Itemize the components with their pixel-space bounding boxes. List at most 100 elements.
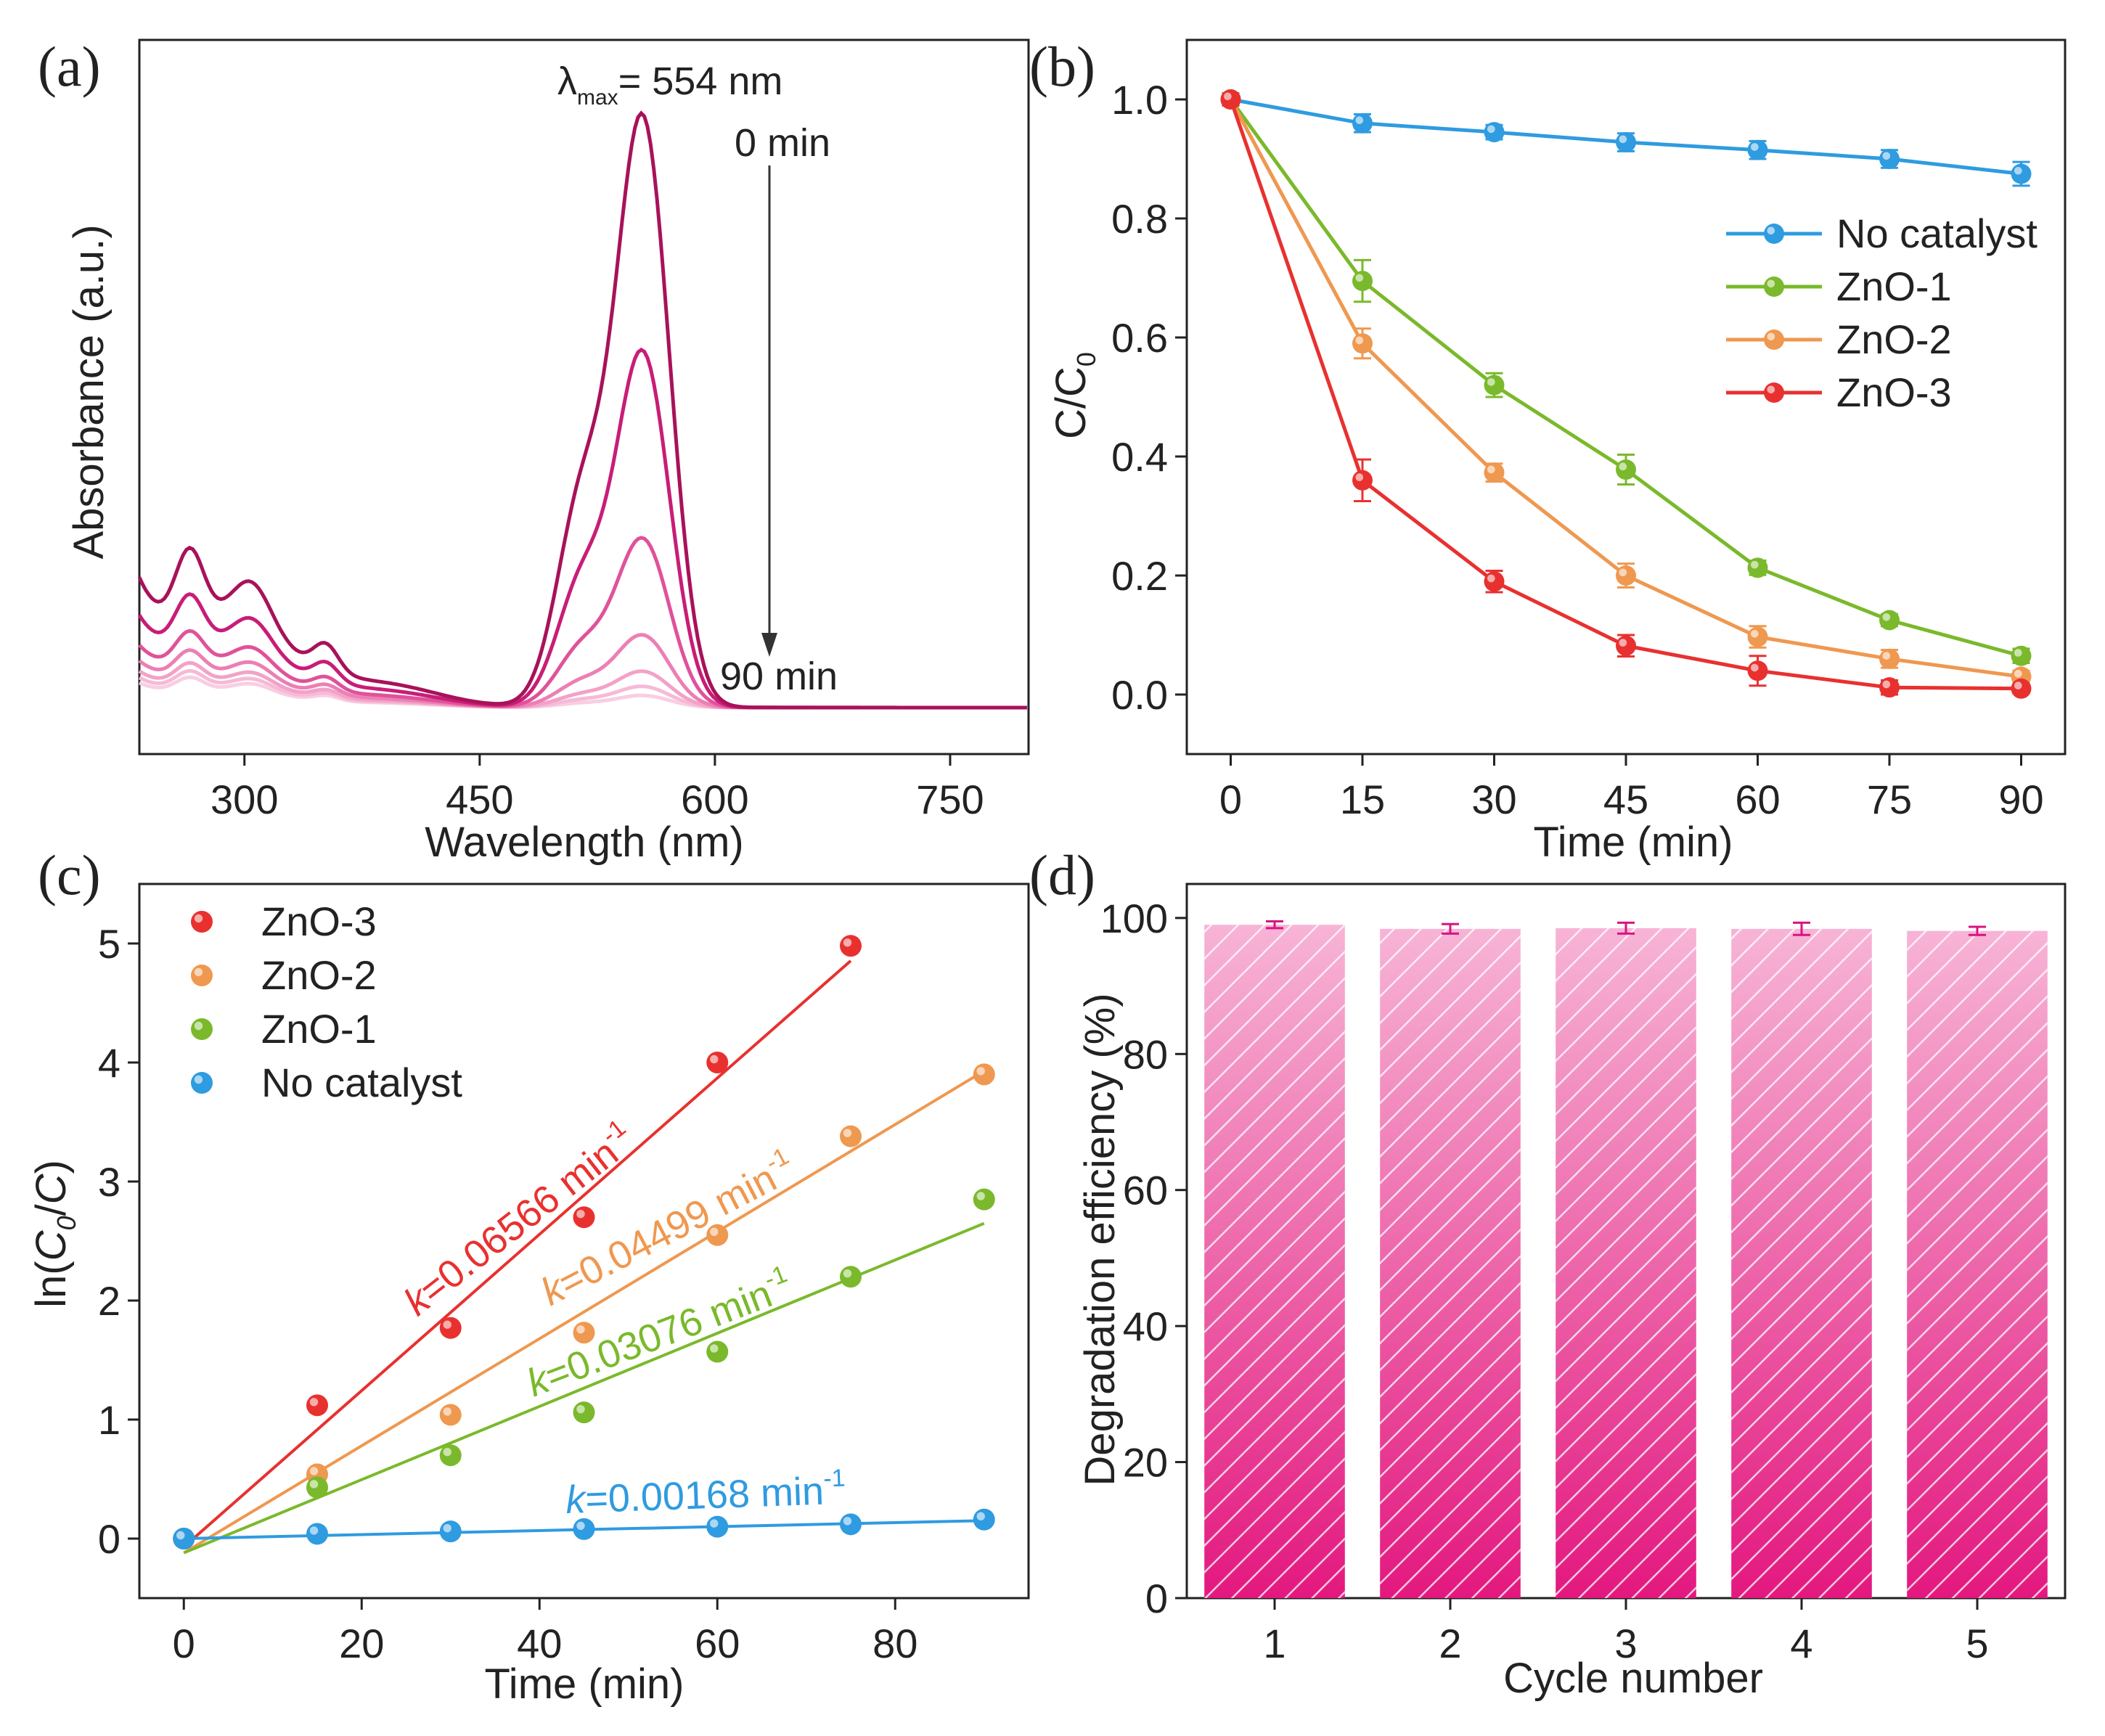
legend-label: ZnO-1 <box>261 1006 377 1052</box>
legend-marker-highlight <box>194 1021 203 1031</box>
lambda-max-annotation: λmax= 554 nm <box>557 60 782 110</box>
panel-c-frame <box>138 883 1030 1600</box>
data-point <box>1616 132 1636 153</box>
data-point <box>840 1266 862 1288</box>
y-tick-label: 1.0 <box>1111 77 1168 123</box>
data-point <box>1220 89 1241 110</box>
data-point <box>1616 459 1636 480</box>
data-point <box>973 1508 995 1531</box>
x-tick-label: 5 <box>1966 1621 1988 1666</box>
k-label-ZnO-3: k=0.06566 min-1 <box>393 1114 644 1324</box>
data-point-highlight <box>843 1129 852 1137</box>
data-point <box>306 1394 328 1417</box>
data-point <box>1747 139 1768 160</box>
data-point-highlight <box>976 1512 985 1520</box>
ylabel-pre: ln( <box>28 1261 75 1307</box>
panel-b-label: (b) <box>1029 35 1095 98</box>
x-tick-label: 15 <box>1340 777 1385 822</box>
legend-marker <box>191 1018 213 1040</box>
data-point-highlight <box>443 1523 451 1533</box>
y-tick-label: 20 <box>1123 1440 1168 1486</box>
data-point-highlight <box>843 938 852 947</box>
absorbance-curve-15-min <box>137 347 1027 710</box>
bar-hatch-cycle-1 <box>1204 925 1345 1598</box>
data-point <box>706 1052 729 1073</box>
x-tick-label: 80 <box>872 1621 917 1666</box>
data-point <box>706 1515 729 1538</box>
panel-c-legend: ZnO-3 ZnO-2 ZnO-1 No catalyst <box>191 898 462 1105</box>
panel-d-ticks: 0 20 40 60 80 100 1 2 3 4 5 <box>1100 896 1989 1666</box>
panel-d-x-label: Cycle number <box>1503 1655 1763 1702</box>
data-point-highlight <box>309 1398 319 1407</box>
data-point <box>1484 122 1505 143</box>
absorbance-curve-45-min <box>138 633 1027 710</box>
panel-c-y-label: ln(C0/C) <box>28 1160 81 1308</box>
kinetic-series <box>173 935 995 1555</box>
y-tick-label: 0 <box>98 1516 120 1562</box>
data-point-highlight <box>1750 143 1759 151</box>
y-tick-label: 60 <box>1123 1168 1168 1213</box>
y-tick-label: 0 <box>1145 1576 1168 1621</box>
data-point-highlight <box>309 1467 319 1475</box>
data-point <box>1879 610 1900 631</box>
data-point-highlight <box>1487 378 1495 386</box>
y-tick-label: 0.0 <box>1111 672 1168 718</box>
data-point <box>973 1188 995 1211</box>
x-tick-label: 40 <box>517 1621 562 1666</box>
x-tick-label: 600 <box>681 777 748 822</box>
legend-marker <box>1764 329 1784 350</box>
data-point <box>439 1520 462 1543</box>
data-point-highlight <box>576 1325 585 1334</box>
absorbance-curve-0-min <box>137 110 1027 710</box>
panel-a-y-label: Absorbance (a.u.) <box>65 224 113 559</box>
legend-marker <box>191 1072 213 1094</box>
data-point-highlight <box>1355 274 1364 282</box>
y-tick-label: 0.8 <box>1111 196 1168 242</box>
x-tick-label: 20 <box>339 1621 384 1666</box>
x-tick-label: 45 <box>1603 777 1648 822</box>
bar-hatch-cycle-4 <box>1731 928 1872 1598</box>
panel-d-y-label: Degradation efficiency (%) <box>1076 993 1124 1486</box>
legend-marker-highlight <box>194 914 203 923</box>
data-point-highlight <box>1487 465 1495 474</box>
legend-marker <box>1764 224 1784 244</box>
panel-b-ticks: 0 15 30 45 60 75 90 0.0 0.2 0.4 0.6 0.8 1.0 <box>1111 77 2044 822</box>
legend-label: ZnO-1 <box>1836 263 1952 309</box>
data-point-highlight <box>176 1531 185 1540</box>
data-point <box>1879 677 1900 698</box>
legend-label: ZnO-3 <box>261 898 377 944</box>
data-point <box>439 1444 462 1467</box>
bar-hatch-cycle-2 <box>1380 928 1521 1598</box>
x-tick-label: 0 <box>173 1621 195 1666</box>
data-point-highlight <box>1355 473 1364 481</box>
y-tick-label: 5 <box>98 921 120 967</box>
x-tick-label: 60 <box>1735 777 1780 822</box>
panel-a-x-label: Wavelength (nm) <box>425 819 743 866</box>
data-point-highlight <box>309 1480 319 1489</box>
data-point <box>573 1401 595 1424</box>
y-tick-label: 0.6 <box>1111 315 1168 361</box>
legend-marker <box>1764 382 1784 403</box>
y-tick-label: 40 <box>1123 1303 1168 1349</box>
legend-marker <box>1764 277 1784 297</box>
data-point <box>973 1063 995 1086</box>
panel-c-label: (c) <box>38 843 101 906</box>
panel-d: (d) 0 20 40 60 80 100 1 2 3 4 5 Cycle number Degra… <box>1029 843 2067 1702</box>
data-point-highlight <box>710 1344 719 1353</box>
data-point-highlight <box>2014 166 2022 175</box>
data-point-highlight <box>1619 135 1627 144</box>
data-point <box>306 1523 328 1545</box>
data-point-highlight <box>1882 680 1891 689</box>
decay-series <box>1220 89 2032 699</box>
panel-b-y-label-main: C/C <box>1047 367 1095 439</box>
data-point <box>1616 635 1636 656</box>
data-point <box>840 1513 862 1536</box>
x-tick-label: 30 <box>1471 777 1516 822</box>
legend-label: ZnO-2 <box>261 952 377 998</box>
data-point <box>840 1125 862 1147</box>
data-point-highlight <box>1750 663 1759 672</box>
legend-label: ZnO-3 <box>1836 369 1952 415</box>
panel-a: (a) 300 450 600 750 Wavelength (nm) Absorba… <box>38 35 1030 866</box>
lambda-subscript: max <box>577 86 618 110</box>
